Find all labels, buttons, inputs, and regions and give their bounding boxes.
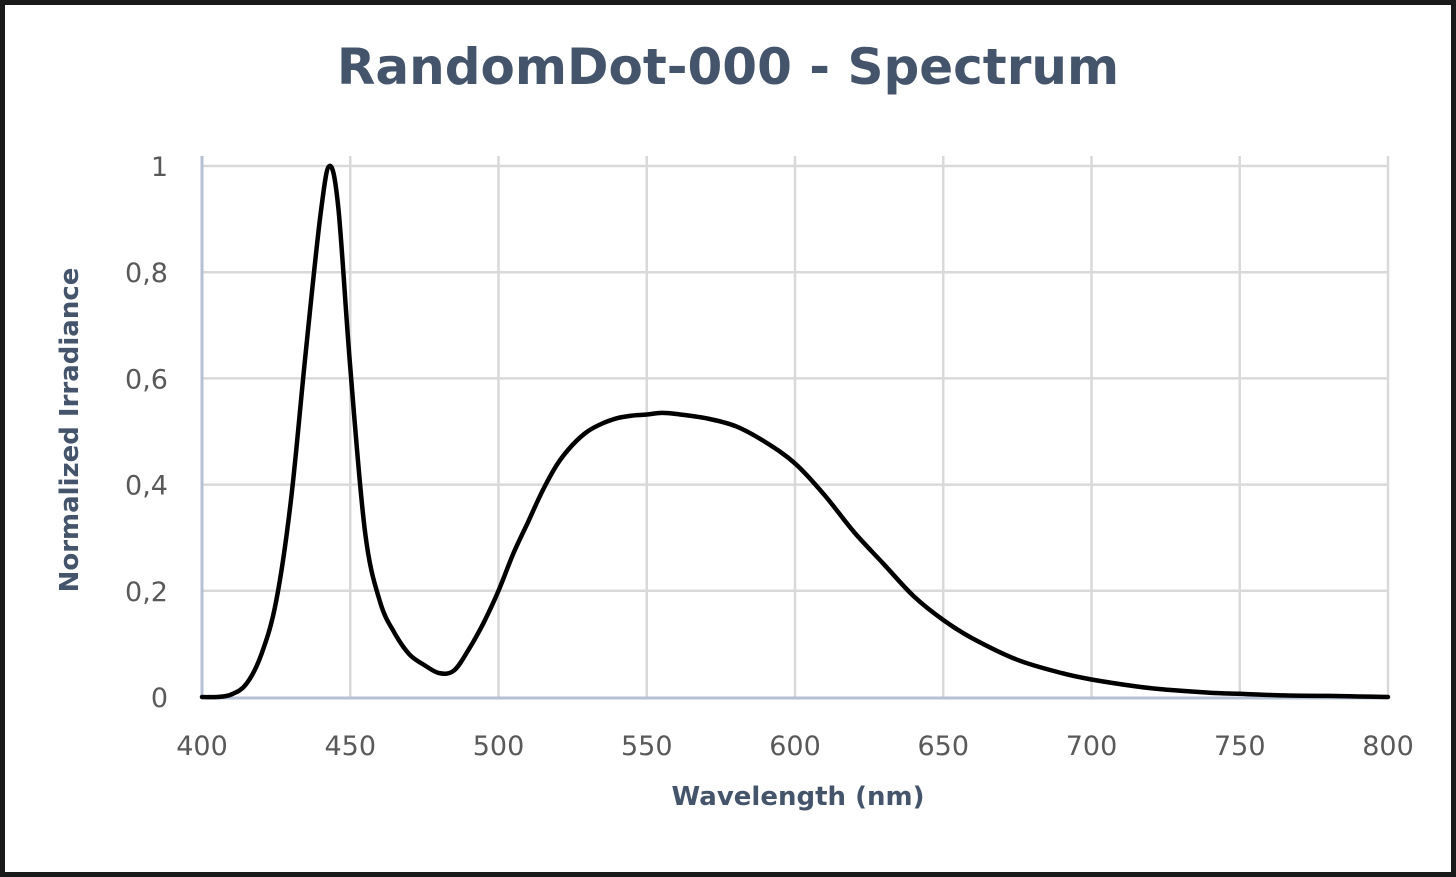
chart-title: RandomDot-000 - Spectrum (336, 38, 1120, 96)
spectrum-line (199, 163, 1391, 700)
x-tick-label: 450 (324, 731, 376, 762)
x-tick-label: 550 (621, 731, 673, 762)
gridlines (202, 156, 1390, 697)
x-tick-label: 600 (769, 731, 821, 762)
x-tick-labels: 400 450 500 550 600 650 700 750 800 (176, 731, 1414, 762)
y-tick-label: 1 (151, 152, 168, 183)
y-tick-label: 0,6 (125, 364, 168, 395)
x-tick-label: 750 (1214, 731, 1266, 762)
y-tick-label: 0,4 (125, 471, 168, 502)
x-tick-label: 650 (917, 731, 969, 762)
x-tick-label: 500 (473, 731, 525, 762)
y-tick-labels: 0 0,2 0,4 0,6 0,8 1 (125, 152, 168, 714)
y-tick-label: 0 (151, 683, 168, 714)
x-axis-label: Wavelength (nm) (671, 782, 925, 812)
y-tick-label: 0,2 (125, 577, 168, 608)
x-tick-label: 400 (176, 731, 228, 762)
x-tick-label: 800 (1362, 731, 1414, 762)
axes (200, 156, 1388, 700)
x-tick-label: 700 (1066, 731, 1118, 762)
y-tick-label: 0,8 (125, 258, 168, 289)
